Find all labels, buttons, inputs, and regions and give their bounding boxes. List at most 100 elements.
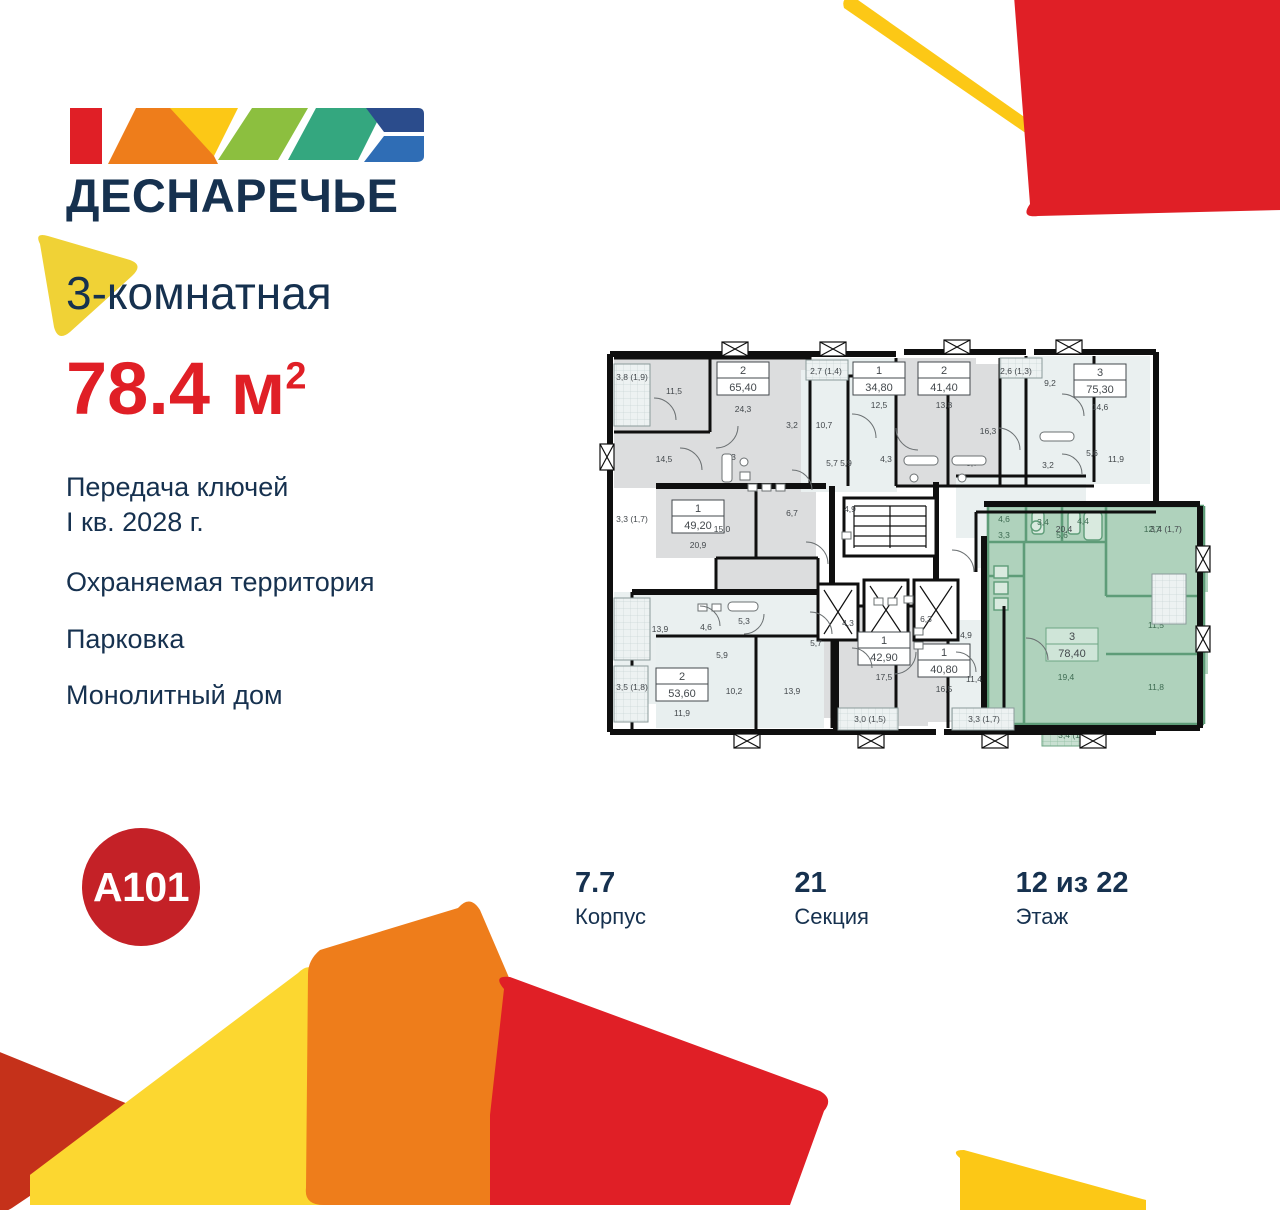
decoration-red-shape-top-right: [1014, 0, 1280, 217]
brand-name: ДЕСНАРЕЧЬЕ: [66, 169, 399, 222]
brand-panel: ДЕСНАРЕЧЬЕ: [66, 86, 536, 219]
svg-text:65,40: 65,40: [729, 382, 757, 394]
room-area-11-8: 11,8: [1148, 682, 1164, 692]
svg-text:11,4: 11,4: [966, 674, 982, 684]
svg-text:5,9: 5,9: [840, 458, 852, 468]
floor-plan-drawing: 3 78,40 12,7 11,5 11,8 19,4 4,6 3,3 3,4 …: [599, 339, 1211, 749]
svg-text:13,9: 13,9: [652, 624, 669, 634]
stat-section-value: 21: [794, 867, 827, 899]
svg-text:1: 1: [695, 503, 701, 515]
decoration-yellow-shape-bottom-right: [955, 1150, 1146, 1210]
svg-text:2: 2: [941, 365, 947, 377]
svg-text:3,2: 3,2: [786, 420, 798, 430]
svg-text:16,5: 16,5: [936, 684, 953, 694]
svg-text:13,8: 13,8: [936, 400, 953, 410]
svg-text:20,4: 20,4: [1056, 524, 1073, 534]
svg-text:4,3: 4,3: [842, 618, 854, 628]
svg-text:15,0: 15,0: [714, 524, 731, 534]
unit-label-34-80: 1 34,80: [852, 361, 906, 396]
svg-text:5,9: 5,9: [716, 650, 728, 660]
apartment-area: 78.4 м2: [66, 352, 306, 426]
stats-row: 7.7 Корпус 21 Секция 12 из 22 Этаж: [575, 867, 1235, 930]
svg-text:14,6: 14,6: [1092, 402, 1109, 412]
decoration-red-triangle-bottom: [490, 976, 829, 1205]
svg-text:3,2: 3,2: [1042, 460, 1054, 470]
svg-text:53,60: 53,60: [668, 688, 696, 700]
svg-text:12,5: 12,5: [871, 400, 888, 410]
stat-building-label: Корпус: [575, 903, 646, 929]
apartment-area-exponent: 2: [285, 355, 307, 398]
apartment-area-unit: м: [230, 347, 286, 430]
room-area-4-6: 4,6: [998, 514, 1010, 524]
svg-text:11,9: 11,9: [674, 708, 690, 718]
room-area-12-7: 12,7: [1144, 524, 1161, 534]
floor-plan-fixtures: [697, 431, 1075, 650]
balconies: [613, 357, 1187, 731]
highlighted-unit-area: 78,40: [1058, 648, 1086, 660]
svg-text:6,3: 6,3: [920, 614, 932, 624]
decoration-darkred-wedge-bottom-left: [0, 1052, 146, 1210]
svg-text:4,9: 4,9: [844, 504, 856, 514]
highlighted-apartment[interactable]: 3 78,40 12,7 11,5 11,8 19,4 4,6 3,3 3,4 …: [986, 504, 1208, 747]
feature-keys-line1: Передача ключей: [66, 472, 289, 502]
svg-text:1: 1: [876, 365, 882, 377]
unit-label-41-40: 2 41,40: [917, 361, 971, 396]
a101-developer-badge: A101: [82, 828, 200, 946]
svg-text:3: 3: [1097, 367, 1103, 379]
svg-text:1: 1: [941, 647, 947, 659]
svg-text:3,5 (1,8): 3,5 (1,8): [616, 682, 648, 692]
unit-label-53-60: 2 53,60: [655, 667, 709, 702]
svg-text:17,5: 17,5: [876, 672, 893, 682]
room-area-11-5: 11,5: [1148, 620, 1164, 630]
svg-text:16,3: 16,3: [980, 426, 997, 436]
svg-text:3,3 (1,7): 3,3 (1,7): [616, 514, 648, 524]
desnarechye-logo-icon: [70, 108, 424, 164]
svg-text:3,8 (1,9): 3,8 (1,9): [616, 372, 648, 382]
svg-text:11,9: 11,9: [1108, 454, 1124, 464]
svg-text:42,90: 42,90: [870, 652, 898, 664]
svg-text:41,40: 41,40: [930, 382, 958, 394]
svg-text:2,6 (1,3): 2,6 (1,3): [1000, 366, 1032, 376]
svg-text:24,3: 24,3: [735, 404, 752, 414]
floor-plan: 3 78,40 12,7 11,5 11,8 19,4 4,6 3,3 3,4 …: [596, 336, 1220, 770]
svg-text:6,7: 6,7: [786, 508, 798, 518]
feature-security: Охраняемая территория: [66, 567, 375, 598]
svg-text:3,3 (1,7): 3,3 (1,7): [968, 714, 1000, 724]
svg-text:10,7: 10,7: [816, 420, 833, 430]
svg-text:34,80: 34,80: [865, 382, 893, 394]
svg-text:13,9: 13,9: [784, 686, 801, 696]
stat-floor-value: 12 из 22: [1015, 867, 1129, 899]
unit-label-49-20: 1 49,20: [671, 499, 725, 534]
stat-floor-label: Этаж: [1015, 903, 1069, 929]
feature-keys-handover: Передача ключей I кв. 2028 г.: [66, 470, 506, 539]
svg-text:5,7: 5,7: [810, 638, 822, 648]
stat-section: 21 Секция: [794, 867, 1015, 930]
floor-plan-doors: [653, 393, 1085, 675]
svg-text:5,6: 5,6: [1086, 448, 1098, 458]
decoration-yellow-triangle-bottom-left: [30, 967, 330, 1205]
svg-text:9,2: 9,2: [1044, 378, 1056, 388]
feature-list: Передача ключей I кв. 2028 г. Охраняемая…: [66, 470, 506, 735]
unit-labels: 2 65,40 1 34,80 2 41,40 3 75,30 1: [655, 361, 1127, 702]
feature-keys-line2: I кв. 2028 г.: [66, 506, 204, 537]
stat-building: 7.7 Корпус: [575, 867, 794, 930]
svg-text:2: 2: [740, 365, 746, 377]
room-area-3-4: 3,4: [1037, 517, 1049, 527]
room-area-4-4: 4,4: [1077, 516, 1089, 526]
room-area-labels: 3,8 (1,9) ​ 11,5 24,3 14,5 3,2 5,7 4,3 2…: [616, 366, 1182, 724]
feature-parking: Парковка: [66, 623, 185, 654]
apartment-area-value: 78.4: [66, 347, 211, 430]
svg-text:49,20: 49,20: [684, 520, 712, 532]
room-area-19-4: 19,4: [1058, 672, 1075, 682]
svg-text:5,3: 5,3: [738, 616, 750, 626]
svg-text:40,80: 40,80: [930, 664, 958, 676]
highlighted-unit-label: 3 78,40: [1045, 627, 1099, 662]
unit-label-40-80: 1 40,80: [917, 643, 971, 678]
decoration-orange-shape-bottom: [305, 901, 604, 1205]
svg-text:5,7: 5,7: [826, 458, 838, 468]
room-area-3-3: 3,3: [998, 530, 1010, 540]
svg-text:4,6: 4,6: [700, 622, 712, 632]
page-title: 3-комнатная: [66, 267, 332, 319]
stat-building-value: 7.7: [575, 867, 616, 899]
svg-text:1: 1: [881, 635, 887, 647]
